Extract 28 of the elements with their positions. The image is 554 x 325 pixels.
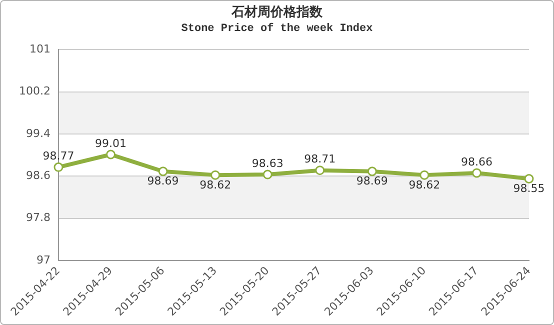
point — [210, 170, 220, 180]
data-label: 98.69 — [147, 174, 179, 188]
chart-subtitle: Stone Price of the week Index — [180, 23, 374, 35]
point — [472, 168, 482, 178]
data-label: 98.77 — [42, 150, 74, 163]
data-label: 98.62 — [408, 178, 440, 192]
y-tick-label: 97.8 — [26, 211, 50, 224]
point — [524, 174, 534, 184]
y-tick-label: 97 — [36, 253, 50, 266]
data-label: 98.71 — [304, 152, 336, 166]
y-tick-label: 101 — [29, 42, 50, 56]
y-tick-label: 98.6 — [26, 168, 50, 182]
data-label: 99.01 — [95, 136, 127, 150]
data-label: 98.69 — [356, 174, 388, 188]
chart-title: 石材周价格指数 — [230, 4, 324, 21]
data-label: 98.62 — [200, 178, 232, 192]
y-tick-label: 99.4 — [26, 126, 50, 140]
point — [106, 150, 116, 160]
point — [367, 166, 377, 176]
data-label: 98.55 — [513, 182, 545, 196]
point — [315, 166, 325, 176]
data-label: 98.63 — [252, 156, 284, 170]
point — [262, 170, 272, 180]
y-tick-label: 100.2 — [18, 84, 50, 98]
data-label: 98.66 — [460, 155, 492, 168]
point — [54, 162, 64, 172]
point — [158, 166, 168, 176]
point — [420, 170, 430, 180]
